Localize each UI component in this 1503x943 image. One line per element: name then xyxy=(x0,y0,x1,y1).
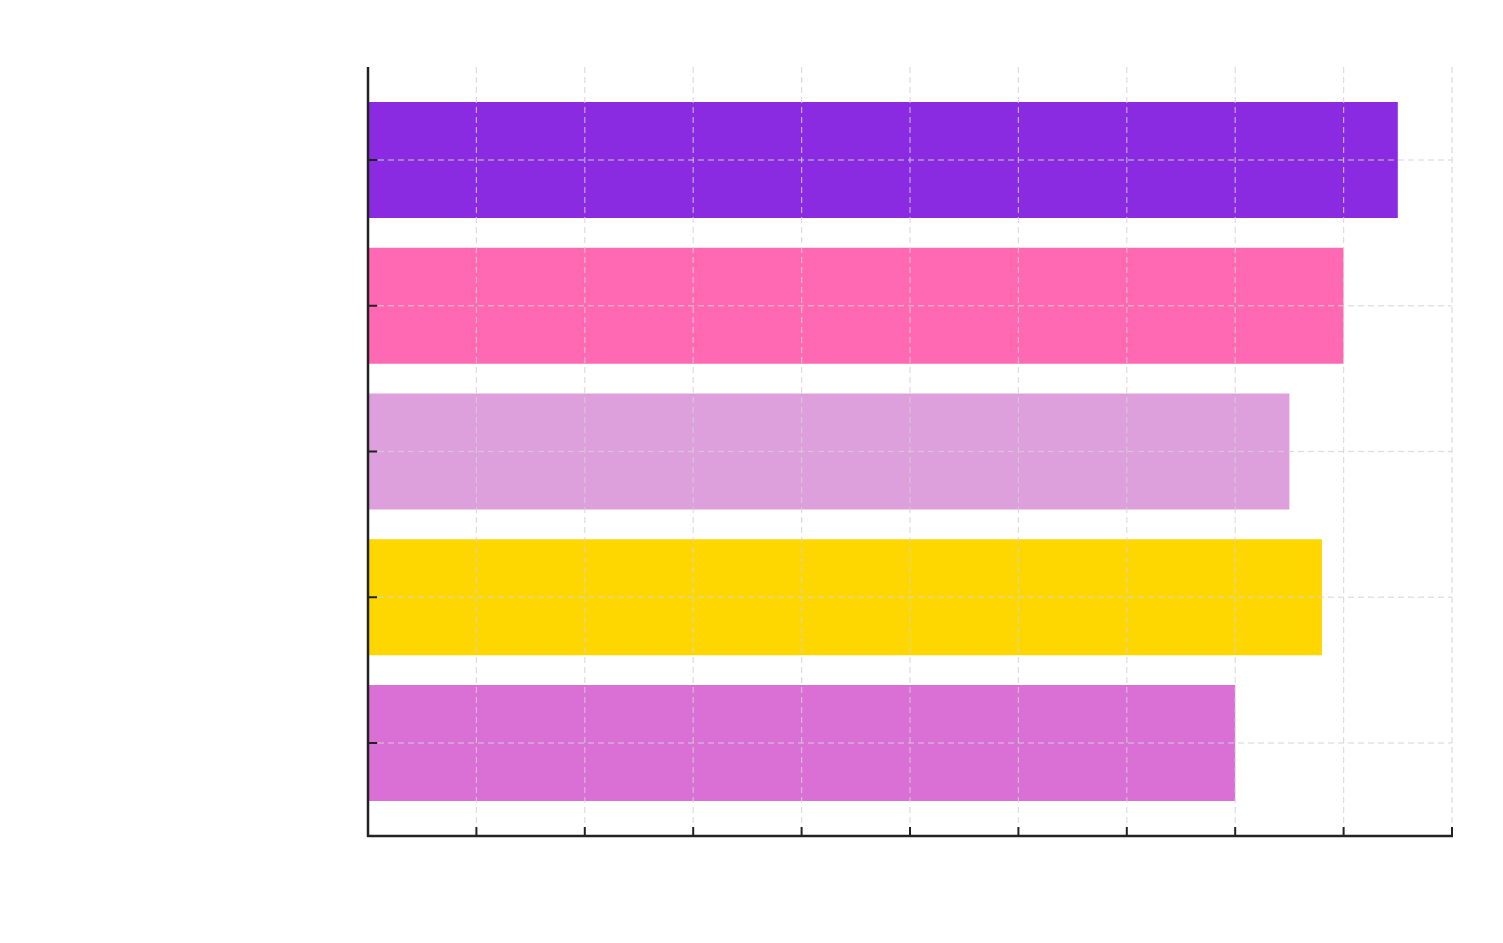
bar xyxy=(368,247,1344,364)
grid-layer xyxy=(368,67,1453,836)
axes-layer xyxy=(366,67,1453,838)
